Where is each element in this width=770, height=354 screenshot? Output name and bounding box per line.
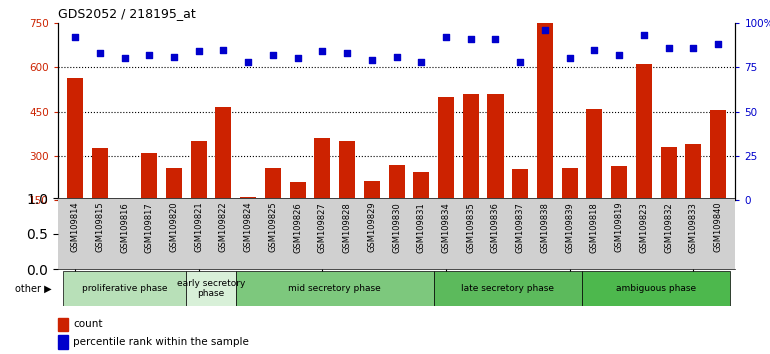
Text: mid secretory phase: mid secretory phase <box>288 284 381 293</box>
Point <box>292 56 304 61</box>
Bar <box>62 271 186 306</box>
Bar <box>265 168 281 244</box>
Bar <box>67 78 83 244</box>
Point <box>341 50 353 56</box>
Bar <box>141 153 157 244</box>
Point <box>168 54 180 59</box>
Text: GSM109816: GSM109816 <box>120 202 129 252</box>
Text: GSM109831: GSM109831 <box>417 202 426 252</box>
Text: ambiguous phase: ambiguous phase <box>616 284 696 293</box>
Text: other ▶: other ▶ <box>15 284 52 293</box>
Bar <box>537 20 553 244</box>
Text: GSM109835: GSM109835 <box>467 202 475 252</box>
Bar <box>463 94 479 244</box>
Bar <box>339 141 355 244</box>
Text: percentile rank within the sample: percentile rank within the sample <box>73 337 249 347</box>
Point <box>588 47 601 52</box>
Bar <box>413 172 430 244</box>
Point <box>242 59 254 65</box>
Text: GSM109837: GSM109837 <box>516 202 524 253</box>
Bar <box>611 166 627 244</box>
Text: GSM109828: GSM109828 <box>343 202 352 252</box>
Text: GSM109822: GSM109822 <box>219 202 228 252</box>
Bar <box>661 147 677 244</box>
Point <box>192 48 205 54</box>
Bar <box>636 64 652 244</box>
Bar <box>487 94 504 244</box>
Bar <box>186 271 236 306</box>
Text: GSM109826: GSM109826 <box>293 202 302 252</box>
Bar <box>166 167 182 244</box>
Point <box>514 59 527 65</box>
Point <box>539 27 551 33</box>
Bar <box>191 141 207 244</box>
Text: GSM109815: GSM109815 <box>95 202 104 252</box>
Text: GSM109824: GSM109824 <box>243 202 253 252</box>
Bar <box>561 167 578 244</box>
Text: GSM109820: GSM109820 <box>169 202 179 252</box>
Point <box>366 57 378 63</box>
Text: count: count <box>73 319 102 329</box>
Text: GSM109823: GSM109823 <box>639 202 648 252</box>
Bar <box>685 144 701 244</box>
Text: GSM109819: GSM109819 <box>614 202 624 252</box>
Point <box>613 52 625 58</box>
Bar <box>290 182 306 244</box>
Point <box>94 50 106 56</box>
Bar <box>710 110 726 244</box>
Text: late secretory phase: late secretory phase <box>461 284 554 293</box>
Bar <box>438 97 454 244</box>
Text: GSM109830: GSM109830 <box>392 202 401 252</box>
Bar <box>512 169 528 244</box>
Point <box>687 45 699 51</box>
Point <box>662 45 675 51</box>
Bar <box>582 271 731 306</box>
Text: GSM109814: GSM109814 <box>71 202 79 252</box>
Point <box>266 52 279 58</box>
Point <box>440 34 452 40</box>
Text: GDS2052 / 218195_at: GDS2052 / 218195_at <box>58 7 196 21</box>
Text: early secretory
phase: early secretory phase <box>177 279 246 298</box>
Bar <box>434 271 582 306</box>
Text: GSM109839: GSM109839 <box>565 202 574 252</box>
Point <box>564 56 576 61</box>
Text: GSM109827: GSM109827 <box>318 202 326 252</box>
Text: GSM109829: GSM109829 <box>367 202 377 252</box>
Bar <box>389 165 404 244</box>
Text: GSM109821: GSM109821 <box>194 202 203 252</box>
Bar <box>216 107 232 244</box>
Bar <box>116 199 132 244</box>
Point <box>638 33 650 38</box>
Point <box>69 34 81 40</box>
Bar <box>586 109 602 244</box>
Bar <box>58 335 68 349</box>
Point <box>217 47 229 52</box>
Bar <box>240 197 256 244</box>
Bar <box>58 318 68 331</box>
Bar <box>236 271 434 306</box>
Point <box>712 41 725 47</box>
Text: GSM109840: GSM109840 <box>714 202 722 252</box>
Text: GSM109836: GSM109836 <box>491 202 500 253</box>
Text: proliferative phase: proliferative phase <box>82 284 167 293</box>
Point <box>143 52 156 58</box>
Point <box>489 36 501 42</box>
Bar <box>92 148 108 244</box>
Bar <box>314 138 330 244</box>
Point <box>119 56 131 61</box>
Text: GSM109834: GSM109834 <box>441 202 450 252</box>
Point <box>316 48 329 54</box>
Text: GSM109818: GSM109818 <box>590 202 599 252</box>
Text: GSM109817: GSM109817 <box>145 202 154 252</box>
Bar <box>363 181 380 244</box>
Text: GSM109833: GSM109833 <box>689 202 698 253</box>
Point <box>464 36 477 42</box>
Point <box>390 54 403 59</box>
Text: GSM109832: GSM109832 <box>664 202 673 252</box>
Text: GSM109825: GSM109825 <box>269 202 277 252</box>
Text: GSM109838: GSM109838 <box>541 202 550 253</box>
Point <box>415 59 427 65</box>
